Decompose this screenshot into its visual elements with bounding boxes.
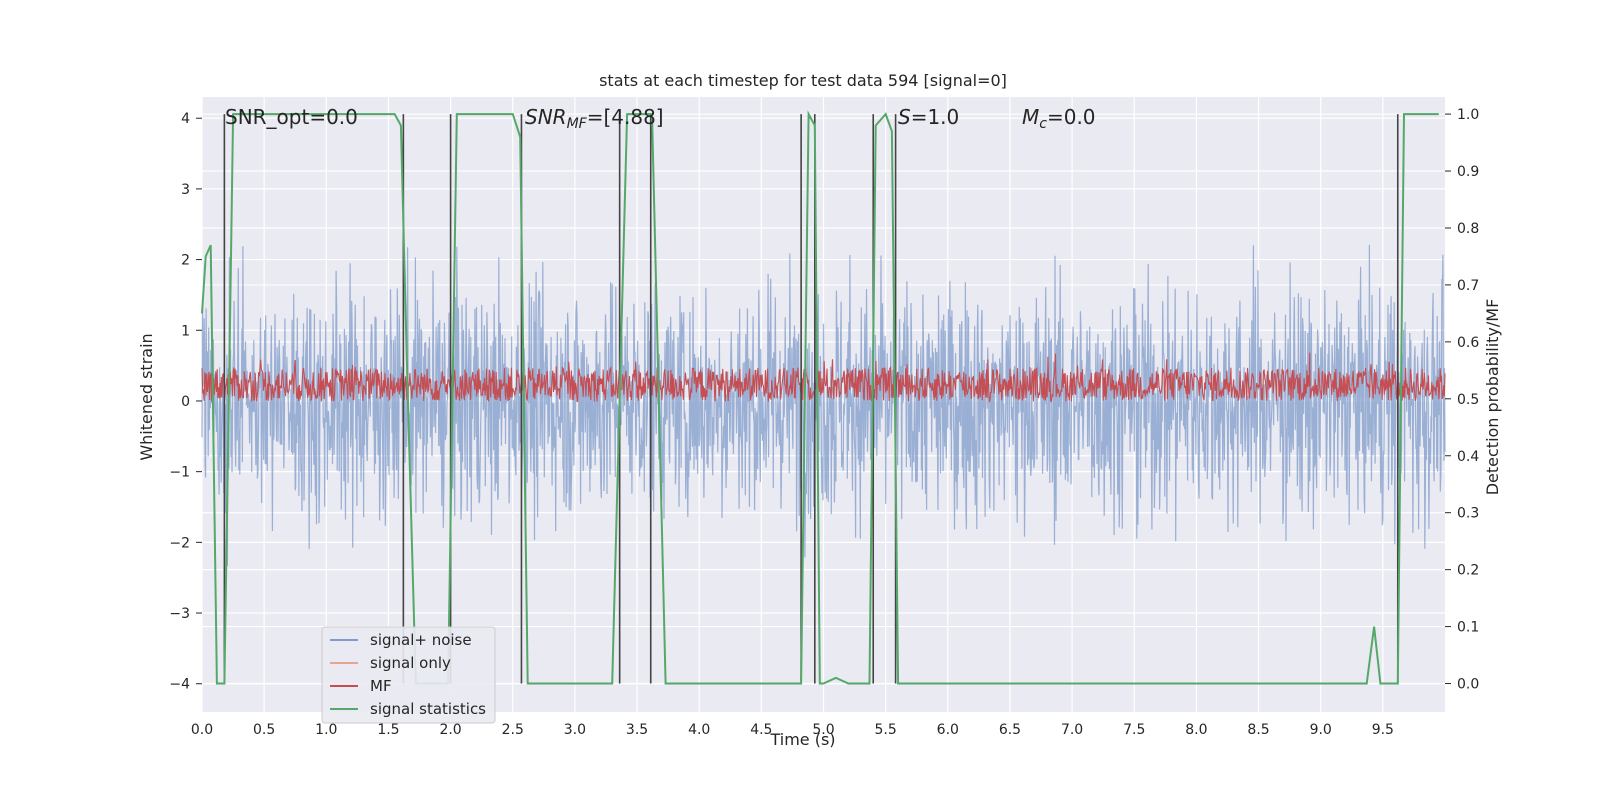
mf-series	[201, 352, 1446, 404]
y-axis-label: Whitened strain	[137, 333, 156, 460]
x-tick-label: 2.5	[502, 722, 524, 738]
y-tick-label: 0	[181, 394, 190, 410]
y-tick-label-right: 0.8	[1457, 221, 1479, 237]
legend: signal+ noise signal only MF signal stat…	[321, 626, 496, 724]
y-tick-label-right: 0.9	[1457, 164, 1479, 180]
legend-label-signal-noise: signal+ noise	[370, 631, 472, 649]
legend-label-mf: MF	[370, 677, 392, 695]
y-tick-label-right: 0.5	[1457, 392, 1479, 408]
y-ticks-right: 1.0 0.9 0.8 0.7 0.6 0.5 0.4 0.3 0.2 0.1 0.0	[1445, 107, 1479, 693]
x-tick-label: 1.5	[377, 722, 399, 738]
annotation-snr-mf: SNRMF=[4.88]	[525, 105, 664, 132]
x-tick-label: 9.5	[1372, 722, 1394, 738]
x-tick-label: 0.0	[191, 722, 213, 738]
y-tick-label: 2	[181, 253, 190, 269]
mf-line	[201, 352, 1446, 404]
x-axis-label: Time (s)	[769, 730, 835, 749]
legend-box	[321, 626, 496, 724]
annotation-mc: Mc=0.0	[1022, 105, 1096, 132]
y-tick-label-right: 0.6	[1457, 335, 1479, 351]
y-tick-label-right: 0.4	[1457, 449, 1479, 465]
signal-statistics-series	[201, 110, 1439, 685]
annotation-snr-opt: SNR_opt=0.0	[225, 105, 358, 129]
y-tick-label-right: 0.7	[1457, 278, 1479, 294]
y-tick-label: 3	[181, 182, 190, 198]
y-tick-label-right: 0.2	[1457, 563, 1479, 579]
x-tick-label: 3.0	[564, 722, 586, 738]
x-tick-label: 0.5	[253, 722, 275, 738]
x-tick-label: 5.0	[812, 722, 834, 738]
x-ticks: 0.0 0.5 1.0 1.5 2.0 2.5 3.0 3.5 4.0 4.5 5.0 5.5 6.0 6…	[191, 722, 1394, 738]
legend-label-signal-only: signal only	[370, 654, 451, 672]
y-tick-label-right: 0.0	[1457, 677, 1479, 693]
y-tick-label: 1	[181, 323, 190, 339]
legend-label-signal-statistics: signal statistics	[370, 700, 486, 718]
y-tick-label: 4	[181, 111, 190, 127]
x-tick-label: 3.5	[626, 722, 648, 738]
x-tick-label: 4.0	[688, 722, 710, 738]
annotation-s: S=1.0	[898, 105, 959, 129]
x-tick-label: 4.5	[750, 722, 772, 738]
y-tick-label: −1	[169, 465, 190, 481]
signal-statistics-line	[201, 110, 1439, 685]
x-tick-label: 8.5	[1247, 722, 1269, 738]
x-tick-label: 7.5	[1123, 722, 1145, 738]
x-tick-label: 5.5	[875, 722, 897, 738]
x-tick-label: 2.0	[439, 722, 461, 738]
y-tick-label-right: 0.1	[1457, 620, 1479, 636]
x-tick-label: 6.5	[999, 722, 1021, 738]
y-axis-label-right: Detection probability/MF	[1483, 299, 1502, 496]
y-tick-label: −3	[169, 606, 190, 622]
y-tick-label: −2	[169, 535, 190, 551]
x-tick-label: 8.0	[1185, 722, 1207, 738]
y-tick-label: −4	[169, 677, 190, 693]
x-tick-label: 7.0	[1061, 722, 1083, 738]
x-tick-label: 6.0	[937, 722, 959, 738]
y-tick-label-right: 1.0	[1457, 107, 1479, 123]
chart-title: stats at each timestep for test data 594…	[599, 71, 1007, 90]
y-ticks: 4 3 2 1 0 −1 −2 −3 −4	[169, 111, 202, 693]
y-tick-label-right: 0.3	[1457, 506, 1479, 522]
x-tick-label: 9.0	[1310, 722, 1332, 738]
x-tick-label: 1.0	[315, 722, 337, 738]
